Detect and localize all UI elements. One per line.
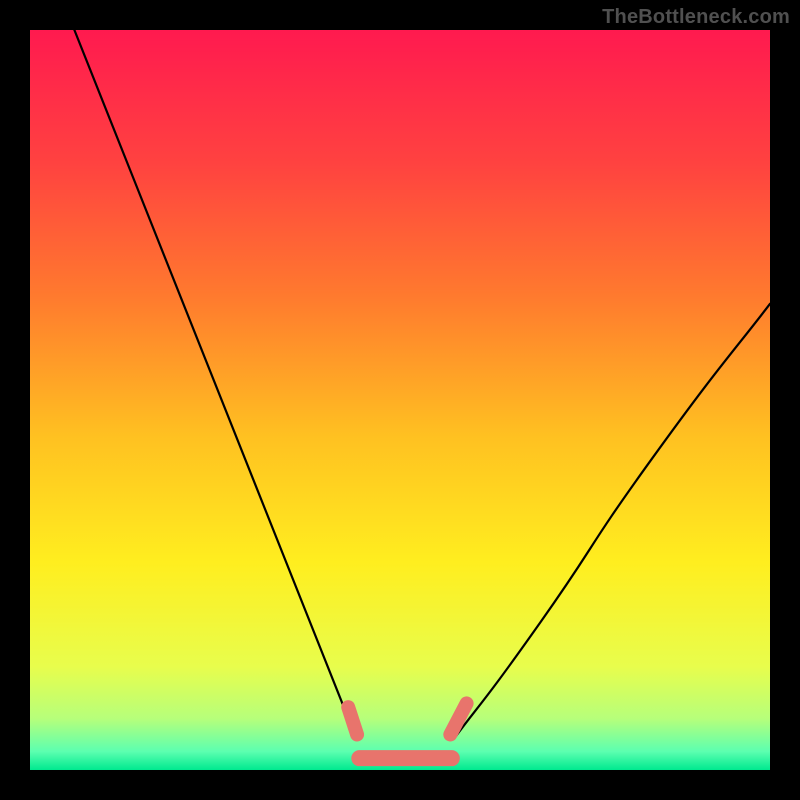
gradient-plot-area (30, 30, 770, 770)
marker-capsule (348, 707, 357, 734)
chart-stage: TheBottleneck.com (0, 0, 800, 800)
watermark-text: TheBottleneck.com (602, 6, 790, 29)
bottleneck-chart (0, 0, 800, 800)
marker-dot (396, 751, 411, 766)
